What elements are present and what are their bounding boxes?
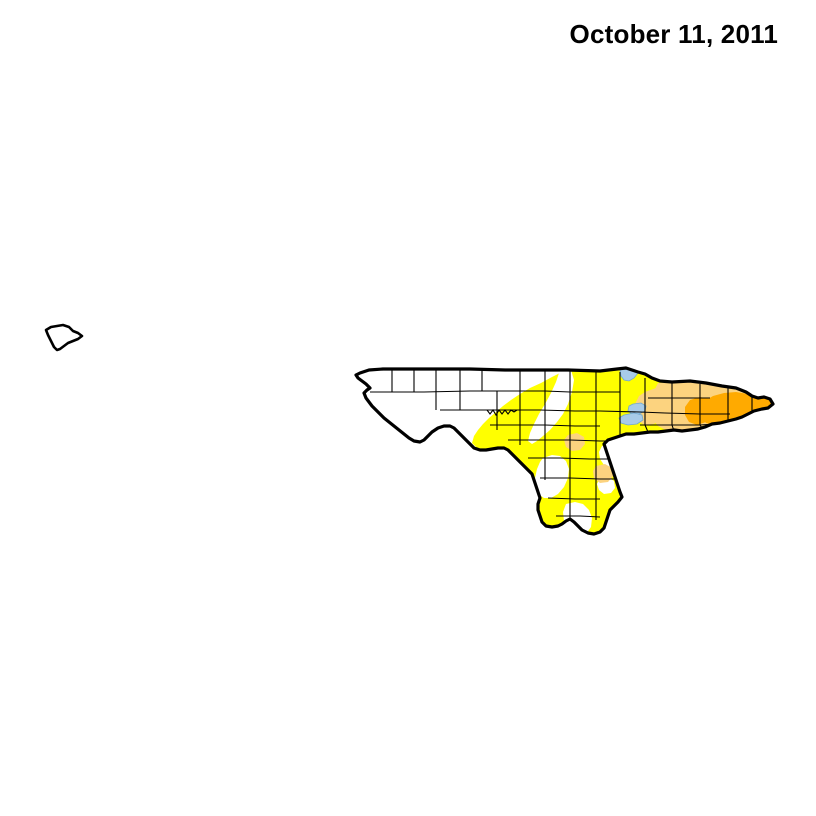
- region-outer-border: [354, 366, 775, 536]
- region-d1-moderate-small-b: [564, 433, 585, 451]
- county-line: [644, 413, 649, 433]
- county-line: [423, 390, 500, 393]
- county-line: [599, 410, 666, 414]
- region-d1-moderate-small-c: [593, 464, 613, 483]
- county-line: [539, 409, 600, 412]
- offshore-island-group: [44, 323, 84, 352]
- county-line: [528, 457, 591, 460]
- region-none-notch-south: [535, 455, 569, 498]
- county-line: [547, 497, 600, 500]
- county-line: [556, 515, 601, 518]
- map-date-title: October 11, 2011: [569, 19, 778, 49]
- offshore-island-border: [44, 323, 84, 352]
- region-d2-severe-east: [701, 392, 773, 425]
- county-line-irregular: [486, 409, 518, 417]
- county-line: [544, 424, 600, 427]
